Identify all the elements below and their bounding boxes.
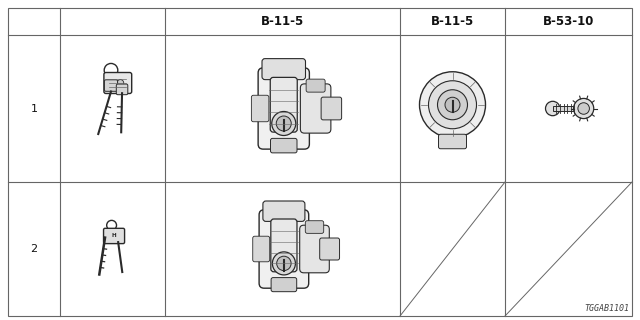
FancyBboxPatch shape xyxy=(258,68,309,149)
FancyBboxPatch shape xyxy=(262,59,305,80)
FancyBboxPatch shape xyxy=(306,79,325,92)
Bar xyxy=(553,106,578,111)
FancyBboxPatch shape xyxy=(104,80,118,91)
FancyBboxPatch shape xyxy=(104,73,132,93)
Circle shape xyxy=(545,101,560,116)
FancyBboxPatch shape xyxy=(252,95,269,122)
Circle shape xyxy=(273,252,296,275)
FancyBboxPatch shape xyxy=(263,201,305,221)
FancyBboxPatch shape xyxy=(271,219,297,272)
FancyBboxPatch shape xyxy=(104,228,125,244)
Text: B-11-5: B-11-5 xyxy=(431,15,474,28)
Circle shape xyxy=(573,99,594,119)
FancyBboxPatch shape xyxy=(300,225,330,273)
FancyBboxPatch shape xyxy=(271,277,297,292)
Circle shape xyxy=(117,80,124,86)
FancyBboxPatch shape xyxy=(253,236,269,262)
Circle shape xyxy=(445,97,460,112)
Circle shape xyxy=(438,90,467,120)
FancyBboxPatch shape xyxy=(116,84,128,95)
Text: TGGAB1101: TGGAB1101 xyxy=(584,304,629,313)
FancyBboxPatch shape xyxy=(438,134,467,149)
Circle shape xyxy=(276,116,291,131)
FancyBboxPatch shape xyxy=(271,138,297,153)
Text: B-11-5: B-11-5 xyxy=(261,15,304,28)
Text: B-53-10: B-53-10 xyxy=(543,15,594,28)
FancyBboxPatch shape xyxy=(259,210,308,288)
Text: H: H xyxy=(112,234,116,238)
FancyBboxPatch shape xyxy=(305,221,324,233)
Circle shape xyxy=(419,72,486,138)
FancyBboxPatch shape xyxy=(321,97,342,120)
Circle shape xyxy=(578,103,589,114)
Text: 2: 2 xyxy=(31,244,38,254)
Circle shape xyxy=(429,81,477,129)
Circle shape xyxy=(272,111,296,135)
FancyBboxPatch shape xyxy=(270,77,297,132)
FancyBboxPatch shape xyxy=(300,84,331,133)
Text: 1: 1 xyxy=(31,103,38,114)
FancyBboxPatch shape xyxy=(320,238,340,260)
Circle shape xyxy=(276,256,291,271)
